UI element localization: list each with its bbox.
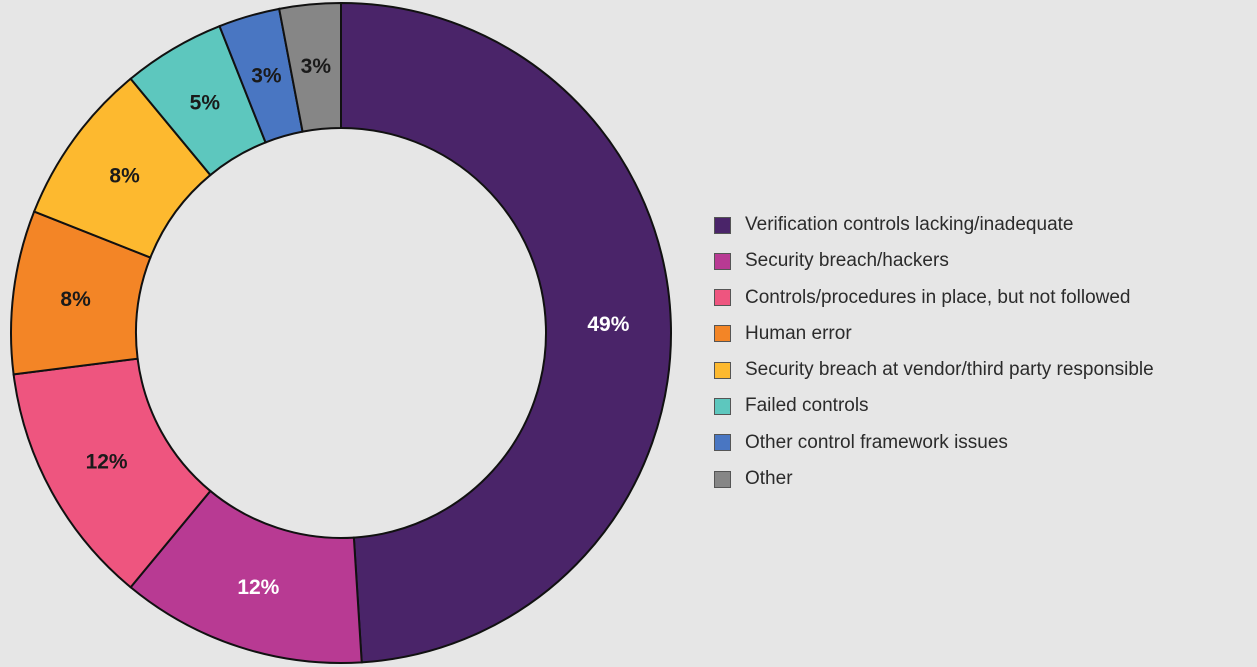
legend-label: Other — [745, 468, 793, 490]
slice-other — [277, 1, 342, 133]
legend-swatch — [714, 470, 731, 488]
legend-swatch — [714, 216, 731, 234]
legend-item-verification-controls-lacking-inadequate: Verification controls lacking/inadequate — [714, 214, 1154, 235]
legend-swatch — [714, 361, 731, 379]
legend-item-security-breach-at-vendor-third-party-responsible: Security breach at vendor/third party re… — [714, 359, 1154, 381]
legend-label: Other control framework issues — [745, 431, 1008, 453]
legend-swatch — [714, 325, 731, 343]
data-label-controls-procedures-in-place-but-not-followed: 12% — [86, 450, 128, 473]
legend-item-other-control-framework-issues: Other control framework issues — [714, 431, 1154, 453]
chart-legend: Verification controls lacking/inadequate… — [714, 214, 1154, 506]
data-label-verification-controls-lacking-inadequate: 49% — [587, 313, 629, 336]
data-label-security-breach-hackers: 12% — [237, 576, 279, 599]
slice-verification-controls-lacking-inadequate — [340, 1, 672, 664]
legend-label: Security breach/hackers — [745, 250, 949, 272]
legend-swatch — [714, 252, 731, 270]
data-label-other: 3% — [301, 55, 332, 78]
legend-label: Verification controls lacking/inadequate — [745, 214, 1074, 235]
legend-label: Security breach at vendor/third party re… — [745, 359, 1154, 381]
legend-item-security-breach-hackers: Security breach/hackers — [714, 250, 1154, 272]
legend-label: Human error — [745, 322, 852, 344]
legend-label: Failed controls — [745, 395, 869, 417]
legend-swatch — [714, 397, 731, 415]
legend-item-failed-controls: Failed controls — [714, 395, 1154, 417]
legend-swatch — [714, 434, 731, 452]
legend-label: Controls/procedures in place, but not fo… — [745, 286, 1131, 308]
legend-item-controls-procedures-in-place-but-not-followed: Controls/procedures in place, but not fo… — [714, 286, 1154, 308]
data-label-other-control-framework-issues: 3% — [251, 65, 282, 88]
data-label-failed-controls: 5% — [190, 91, 221, 114]
legend-item-human-error: Human error — [714, 322, 1154, 344]
legend-swatch — [714, 289, 731, 307]
legend-item-other: Other — [714, 468, 1154, 490]
data-label-security-breach-at-vendor-third-party-responsible: 8% — [109, 164, 140, 187]
data-label-human-error: 8% — [60, 288, 91, 311]
